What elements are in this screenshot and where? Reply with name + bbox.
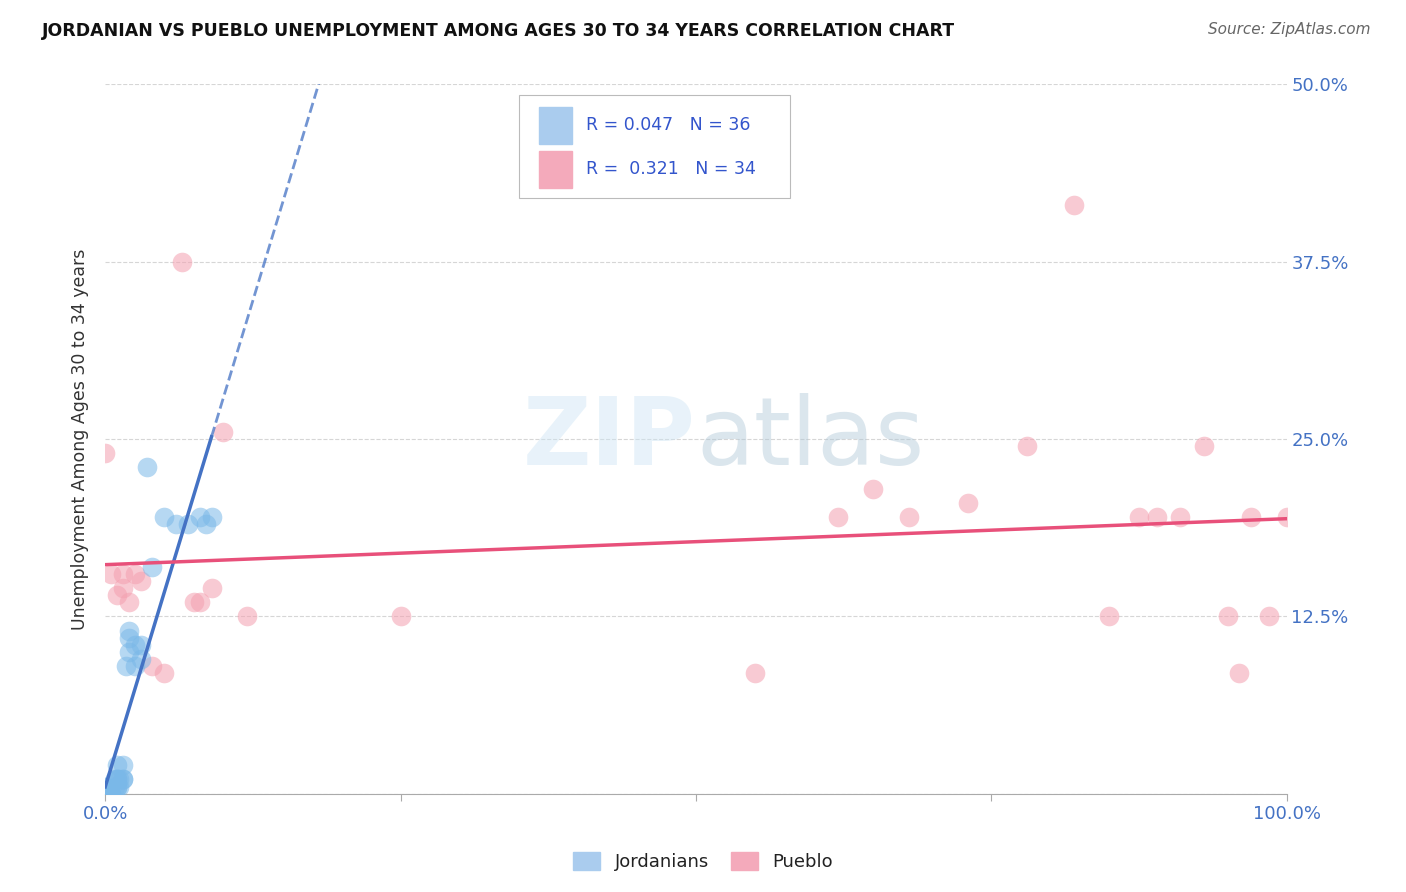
Point [1146, 510, 1168, 524]
Point [1257, 609, 1279, 624]
Point [104, 772, 127, 787]
Point [1227, 666, 1250, 681]
Point [744, 666, 766, 681]
Point [1216, 609, 1239, 624]
Point [1275, 510, 1298, 524]
Text: JORDANIAN VS PUEBLO UNEMPLOYMENT AMONG AGES 30 TO 34 YEARS CORRELATION CHART: JORDANIAN VS PUEBLO UNEMPLOYMENT AMONG A… [42, 22, 955, 40]
Point [94, 787, 117, 801]
Point [94, 787, 117, 801]
Point [111, 772, 134, 787]
Point [111, 758, 134, 772]
Point [1192, 439, 1215, 453]
Point [105, 780, 128, 794]
Point [129, 574, 152, 588]
Point [111, 772, 134, 787]
Point [124, 659, 146, 673]
Point [897, 510, 920, 524]
Point [135, 460, 157, 475]
Point [100, 787, 122, 801]
Point [108, 780, 131, 794]
Point [100, 787, 122, 801]
Point [104, 780, 127, 794]
Point [827, 510, 849, 524]
Text: R = 0.047   N = 36: R = 0.047 N = 36 [586, 117, 751, 135]
Point [170, 254, 193, 268]
Point [94, 446, 117, 460]
FancyBboxPatch shape [538, 107, 572, 144]
Point [94, 787, 117, 801]
Text: ZIP: ZIP [523, 393, 696, 485]
Point [165, 517, 187, 532]
Point [118, 645, 141, 659]
Point [94, 780, 117, 794]
Point [188, 595, 211, 609]
Point [100, 566, 122, 581]
Point [118, 595, 141, 609]
Point [141, 559, 163, 574]
Point [111, 581, 134, 595]
Point [956, 496, 979, 510]
Point [105, 772, 128, 787]
Text: atlas: atlas [696, 393, 924, 485]
Point [200, 510, 222, 524]
Point [105, 758, 128, 772]
Point [129, 638, 152, 652]
Point [153, 510, 176, 524]
FancyBboxPatch shape [538, 151, 572, 188]
Point [118, 631, 141, 645]
Point [94, 780, 117, 794]
Point [212, 425, 235, 439]
Point [129, 652, 152, 666]
Point [236, 609, 259, 624]
Point [1240, 510, 1263, 524]
Point [183, 595, 205, 609]
Point [105, 588, 128, 602]
Point [1063, 198, 1085, 212]
Point [141, 659, 163, 673]
Point [153, 666, 176, 681]
Point [1168, 510, 1191, 524]
Point [118, 624, 141, 638]
Point [115, 659, 138, 673]
Point [1015, 439, 1038, 453]
Point [124, 566, 146, 581]
Point [94, 787, 117, 801]
Y-axis label: Unemployment Among Ages 30 to 34 years: Unemployment Among Ages 30 to 34 years [72, 248, 89, 630]
Point [188, 510, 211, 524]
Legend: Jordanians, Pueblo: Jordanians, Pueblo [567, 845, 839, 879]
Point [105, 772, 128, 787]
Point [177, 517, 200, 532]
Point [389, 609, 412, 624]
Point [194, 517, 217, 532]
Point [1128, 510, 1150, 524]
Point [124, 638, 146, 652]
Point [862, 482, 884, 496]
Point [1098, 609, 1121, 624]
Point [111, 566, 134, 581]
Point [105, 780, 128, 794]
FancyBboxPatch shape [519, 95, 790, 198]
Point [200, 581, 222, 595]
Text: R =  0.321   N = 34: R = 0.321 N = 34 [586, 161, 756, 178]
Point [108, 772, 131, 787]
Text: Source: ZipAtlas.com: Source: ZipAtlas.com [1208, 22, 1371, 37]
